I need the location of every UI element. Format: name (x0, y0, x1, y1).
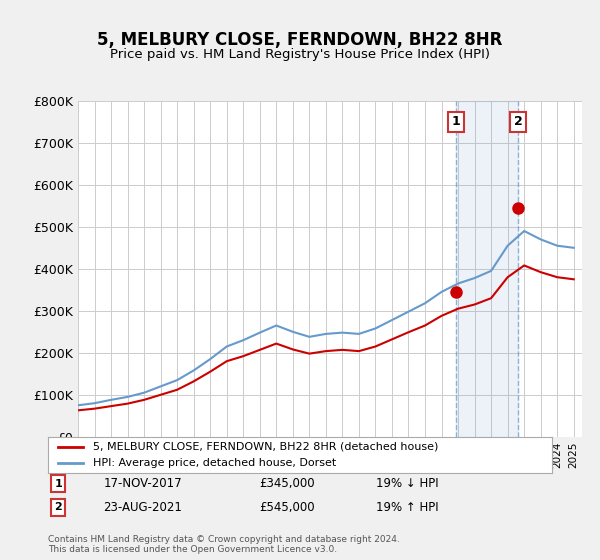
Text: £545,000: £545,000 (260, 501, 316, 514)
Text: Price paid vs. HM Land Registry's House Price Index (HPI): Price paid vs. HM Land Registry's House … (110, 48, 490, 60)
Text: 5, MELBURY CLOSE, FERNDOWN, BH22 8HR (detached house): 5, MELBURY CLOSE, FERNDOWN, BH22 8HR (de… (94, 442, 439, 452)
Text: HPI: Average price, detached house, Dorset: HPI: Average price, detached house, Dors… (94, 458, 337, 468)
Text: 1: 1 (54, 479, 62, 489)
Text: 2: 2 (514, 115, 523, 128)
Text: 2: 2 (54, 502, 62, 512)
Text: 5, MELBURY CLOSE, FERNDOWN, BH22 8HR: 5, MELBURY CLOSE, FERNDOWN, BH22 8HR (97, 31, 503, 49)
Text: 17-NOV-2017: 17-NOV-2017 (103, 477, 182, 490)
Text: 23-AUG-2021: 23-AUG-2021 (103, 501, 182, 514)
Text: 19% ↑ HPI: 19% ↑ HPI (376, 501, 438, 514)
Text: 19% ↓ HPI: 19% ↓ HPI (376, 477, 438, 490)
Text: £345,000: £345,000 (260, 477, 316, 490)
Bar (456, 101, 518, 437)
Text: Contains HM Land Registry data © Crown copyright and database right 2024.
This d: Contains HM Land Registry data © Crown c… (48, 535, 400, 554)
Text: 1: 1 (452, 115, 460, 128)
